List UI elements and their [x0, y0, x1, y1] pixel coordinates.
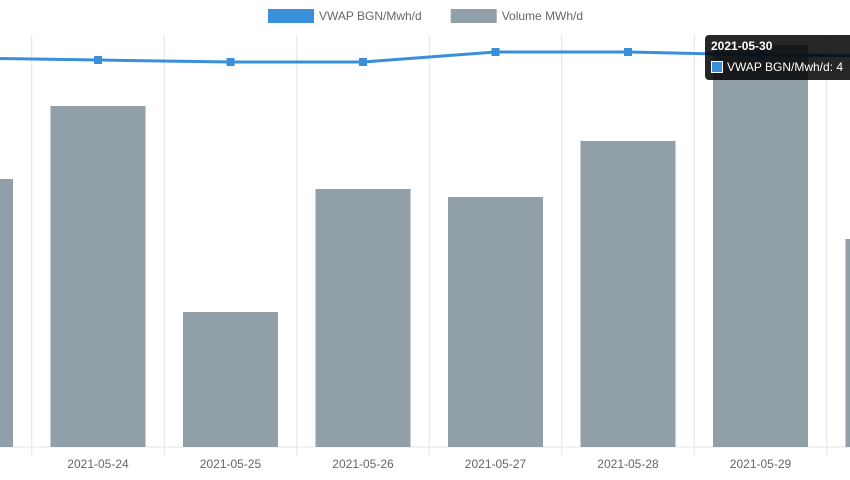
bar [315, 189, 411, 447]
line-marker [359, 58, 367, 66]
bar [713, 45, 808, 447]
bar [580, 141, 676, 447]
x-tick-label: 2021-05-29 [730, 457, 792, 471]
legend-label: Volume MWh/d [502, 9, 583, 23]
bar [448, 197, 543, 447]
legend-label: VWAP BGN/Mwh/d [319, 9, 422, 23]
line-marker [491, 48, 500, 56]
x-tick-label: 2021-05-28 [597, 457, 659, 471]
x-tick-label: 2021-05-26 [332, 457, 394, 471]
bar [0, 179, 13, 447]
bar [183, 312, 278, 447]
x-tick-label: 2021-05-24 [67, 457, 129, 471]
legend-swatch [450, 9, 497, 23]
bar [845, 239, 850, 447]
tooltip-swatch [711, 61, 723, 73]
x-tick-label: 2021-05-27 [465, 457, 527, 471]
tooltip-title: 2021-05-30 [711, 39, 773, 53]
legend-swatch [268, 9, 314, 23]
x-tick-label: 2021-05-25 [200, 457, 262, 471]
bar [50, 106, 146, 447]
tooltip-label: VWAP BGN/Mwh/d: 4 [727, 60, 843, 74]
line-marker [226, 58, 235, 66]
line-marker [624, 48, 632, 56]
legend: VWAP BGN/Mwh/d Volume MWh/d [268, 9, 583, 23]
tooltip-box [705, 35, 850, 80]
line-marker [94, 56, 102, 64]
tooltip: 2021-05-30 VWAP BGN/Mwh/d: 4 [705, 35, 850, 80]
